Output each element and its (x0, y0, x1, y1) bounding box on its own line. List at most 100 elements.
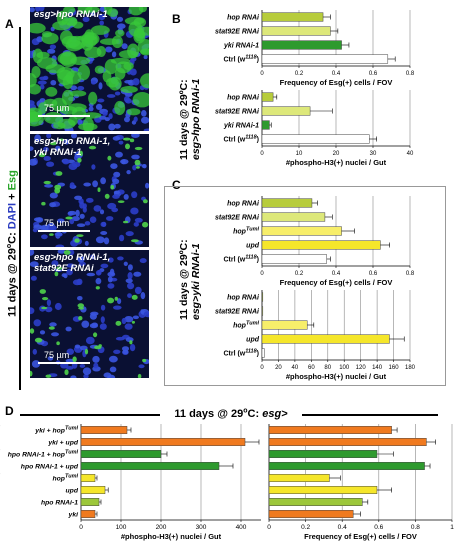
bar (261, 106, 311, 116)
tick-label: 20 (275, 365, 282, 371)
dapi-nucleus (134, 286, 142, 295)
dapi-nucleus (116, 16, 124, 22)
esg-cell (78, 306, 84, 310)
esg-cell (61, 89, 74, 106)
dapi-nucleus (114, 91, 121, 96)
bar (261, 292, 264, 302)
dapi-nucleus (97, 98, 105, 103)
esg-cell (133, 17, 147, 28)
dapi-nucleus (125, 98, 132, 104)
category-label: stat92E RNAi (215, 29, 260, 36)
dapi-nucleus (93, 205, 102, 212)
scale-text-1: 75 µm (44, 103, 70, 113)
dapi-nucleus (124, 323, 133, 330)
x-axis-label: Frequency of Esg(+) cells / FOV (280, 78, 393, 87)
dapi-nucleus (99, 209, 105, 215)
bar (80, 462, 220, 470)
dapi-nucleus (88, 106, 94, 112)
esg-cell (67, 103, 87, 112)
dapi-nucleus (103, 372, 112, 378)
tick-label: 0 (260, 271, 264, 277)
dapi-nucleus (97, 269, 102, 275)
dapi-nucleus (83, 182, 92, 187)
category-label: upd (246, 337, 260, 344)
tick-label: 400 (236, 524, 247, 531)
esg-cell (63, 250, 71, 255)
dapi-nucleus (132, 165, 137, 171)
esg-cell (114, 100, 126, 116)
dapi-nucleus (30, 146, 34, 151)
esg-cell (143, 199, 148, 204)
bar (261, 120, 270, 130)
dapi-nucleus (109, 366, 117, 373)
dapi-nucleus (117, 256, 124, 261)
dapi-nucleus (74, 195, 83, 200)
dapi-nucleus (65, 358, 75, 363)
bar (261, 226, 342, 236)
tick-label: 0.2 (295, 271, 304, 277)
tick-label: 0.6 (369, 71, 378, 77)
dapi-nucleus (100, 231, 108, 235)
dapi-nucleus (108, 257, 114, 263)
bar (80, 498, 100, 506)
dapi-nucleus (129, 68, 137, 76)
x-axis-label: Frequency of Esg(+) cells / FOV (304, 532, 417, 541)
dapi-nucleus (106, 216, 114, 221)
dapi-nucleus (131, 191, 138, 199)
tick-label: 180 (405, 365, 416, 371)
esg-cell (84, 348, 89, 355)
dapi-nucleus (110, 163, 118, 169)
esg-cell (45, 86, 58, 97)
dapi-nucleus (77, 86, 85, 91)
dapi-nucleus (55, 244, 65, 247)
esg-cell (129, 138, 135, 143)
tick-label: 100 (339, 365, 350, 371)
dapi-nucleus (36, 36, 44, 43)
dapi-nucleus (49, 192, 58, 199)
dapi-nucleus (30, 275, 37, 281)
tick-label: 0.8 (406, 71, 415, 77)
tick-label: 160 (389, 365, 400, 371)
dapi-nucleus (55, 232, 63, 237)
dapi-nucleus (33, 217, 42, 222)
micrograph-hpo-stat92e-rnai-image (30, 250, 149, 378)
bar (80, 486, 106, 494)
micrograph-hpo-stat92e-rnai: esg>hpo RNAi-1, stat92E RNAi 75 µm (30, 250, 149, 378)
dapi-nucleus (107, 283, 115, 289)
panel-a-side-bar (19, 27, 21, 390)
dapi-nucleus (71, 161, 81, 168)
esg-cell (126, 108, 141, 116)
panel-c-frame (164, 186, 446, 386)
dapi-nucleus (43, 146, 49, 152)
bar (261, 320, 308, 330)
esg-cell (45, 64, 65, 74)
dapi-nucleus (111, 207, 119, 213)
scale-bar-3 (38, 362, 90, 364)
esg-cell (102, 70, 112, 83)
esg-cell (34, 337, 43, 343)
dapi-nucleus (123, 261, 128, 266)
bar (80, 438, 246, 446)
category-label: yki RNAi-1 (223, 43, 259, 50)
esg-cell (104, 59, 118, 75)
dapi-nucleus (84, 240, 89, 246)
esg-cell (110, 185, 115, 190)
esg-cell (39, 289, 46, 294)
esg-cell (134, 146, 143, 151)
dapi-nucleus (95, 236, 105, 244)
esg-cell (114, 296, 119, 301)
dapi-nucleus (131, 154, 140, 160)
dapi-nucleus (91, 164, 96, 170)
dapi-nucleus (30, 158, 37, 166)
dapi-nucleus (117, 23, 126, 30)
esg-cell (49, 233, 54, 236)
dapi-nucleus (66, 268, 73, 276)
dapi-nucleus (134, 217, 143, 223)
esg-cell (78, 316, 83, 321)
dapi-nucleus (69, 218, 75, 225)
esg-cell (127, 43, 140, 59)
esg-cell (43, 111, 64, 124)
category-label: stat92E RNAi (215, 215, 260, 222)
esg-cell (123, 137, 131, 141)
bar (268, 426, 392, 434)
